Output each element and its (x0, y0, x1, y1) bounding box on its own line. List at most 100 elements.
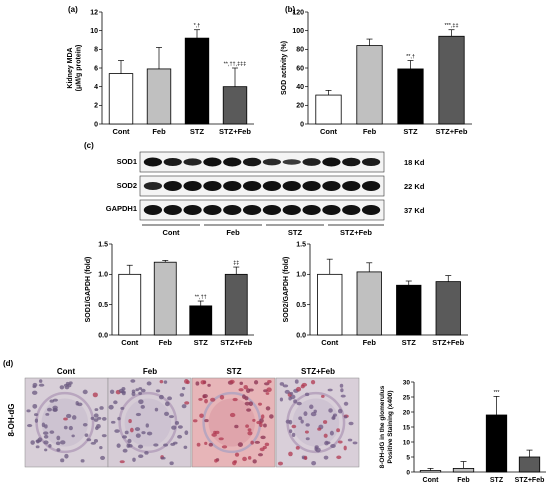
blot-band (282, 159, 301, 165)
y-tick-label: 80 (296, 47, 304, 54)
y-tick-label: 0.5 (296, 302, 306, 309)
bar-cont (118, 273, 142, 336)
blot-band (262, 205, 282, 215)
blot-band (361, 157, 381, 167)
blot-band (203, 181, 222, 191)
blot-band (143, 205, 163, 215)
y-tick-label: 4 (94, 84, 98, 91)
blot-band (163, 157, 182, 167)
blot-band (223, 205, 242, 215)
blot-band (163, 181, 182, 191)
y-axis-label: 8-OH-dG in the glomerulusPositive Staini… (379, 385, 394, 468)
blot-band (262, 181, 282, 191)
micrograph-feb (107, 377, 192, 468)
blot-group-stzfeb: STZ+Feb (340, 228, 372, 237)
x-tick-label: Cont (321, 338, 339, 347)
micrograph-cont (24, 377, 109, 468)
micrograph-title-stzfeb: STZ+Feb (301, 367, 335, 376)
y-tick-label: 0 (94, 121, 98, 128)
x-tick-label: STZ+Feb (219, 127, 251, 136)
bar-stz (485, 414, 508, 473)
x-tick-label: STZ (194, 338, 209, 347)
blot-size-sod1: 18 Kd (404, 158, 425, 167)
blot-label-sod1: SOD1 (117, 157, 137, 166)
blot-band (361, 181, 381, 191)
y-tick-label: 8 (94, 47, 98, 54)
blot-band (203, 157, 222, 167)
bar-stz-feb (438, 35, 465, 125)
y-tick-label: 1.5 (296, 241, 306, 248)
bar-cont (315, 94, 342, 125)
blot-band (322, 181, 341, 191)
blot-band (143, 182, 163, 190)
x-tick-label: Cont (121, 338, 139, 347)
bar-cont (317, 273, 343, 336)
y-tick-label: 5 (406, 454, 410, 461)
bar-feb (153, 261, 177, 336)
y-tick-label: 120 (292, 9, 304, 16)
blot-bands (143, 157, 381, 215)
blot-band (302, 158, 321, 166)
blot-band (242, 181, 262, 191)
chart-8ohdg: 0 5 10 15 20 25 30 8-OH-dG in the glomerulusPos… (379, 379, 546, 484)
x-tick-label: STZ (490, 477, 504, 484)
blot-band (163, 205, 182, 215)
significance-label: ‡‡ (233, 261, 239, 267)
micrograph-title-stz: STZ (226, 367, 241, 376)
bar-stz-feb (518, 456, 541, 473)
blot-band (242, 157, 262, 167)
blot-strip-sod2 (139, 175, 385, 197)
bar-feb (146, 68, 172, 125)
y-axis-label: Kidney MDA (μM/g protein) (67, 45, 83, 92)
blot-strip-gapdh (139, 199, 385, 221)
blot-band (143, 157, 163, 167)
y-tick-label: 60 (296, 65, 304, 72)
x-tick-label: STZ+Feb (436, 127, 468, 136)
y-tick-label: 0.0 (296, 332, 306, 339)
x-tick-label: Feb (363, 127, 377, 136)
x-tick-label: Cont (320, 127, 338, 136)
x-tick-label: STZ (402, 338, 417, 347)
y-tick-label: 0.0 (98, 332, 108, 339)
micrograph-side-label: 8-OH-dG (7, 404, 16, 437)
y-axis-label: SOD1/GAPDH (fold) (85, 257, 92, 323)
panel-label-d: (d) (3, 359, 14, 368)
blot-band (282, 205, 301, 215)
blot-group-feb: Feb (226, 228, 240, 237)
y-tick-label: 2 (94, 103, 98, 110)
panel-label-b: (b) (285, 5, 296, 14)
y-tick-label: 10 (90, 28, 98, 35)
blot-size-gapdh: 37 Kd (404, 206, 425, 215)
micrograph-stzfeb (275, 377, 360, 468)
micrograph-title-feb: Feb (143, 367, 157, 376)
blot-group-stz: STZ (288, 228, 303, 237)
blot-label-sod2: SOD2 (117, 181, 137, 190)
y-tick-label: 40 (296, 84, 304, 91)
chart-sod2-gapdh: 0.0 0.5 1.0 1.5 SOD2/GAPDH (fold) Cont Feb STZ S… (283, 241, 468, 347)
x-tick-label: Feb (363, 338, 377, 347)
y-tick-label: 100 (292, 28, 304, 35)
bar-stz-feb (435, 281, 461, 336)
y-tick-label: 15 (403, 424, 411, 431)
blot-band (183, 158, 202, 166)
blot-band (262, 158, 282, 166)
blot-band (322, 157, 341, 167)
y-tick-label: 30 (403, 379, 411, 386)
x-tick-label: STZ+Feb (220, 338, 252, 347)
blot-band (282, 181, 301, 191)
blot-band (183, 181, 202, 191)
blot-band (342, 181, 361, 191)
y-tick-label: 10 (403, 439, 411, 446)
panel-label-a: (a) (68, 5, 78, 14)
chart-kidney-mda: 0 2 4 6 8 10 12 Kidney MDA (μM/g protein) Cont Feb… (67, 9, 254, 136)
micrograph-title-cont: Cont (57, 367, 76, 376)
x-tick-label: STZ+Feb (432, 338, 464, 347)
bar-feb (356, 271, 382, 336)
y-tick-label: 25 (403, 394, 411, 401)
y-tick-label: 1.5 (98, 241, 108, 248)
y-tick-label: 1.0 (296, 272, 306, 279)
blot-band (242, 205, 262, 215)
x-tick-label: STZ (403, 127, 418, 136)
bar-stz-feb (224, 273, 248, 336)
